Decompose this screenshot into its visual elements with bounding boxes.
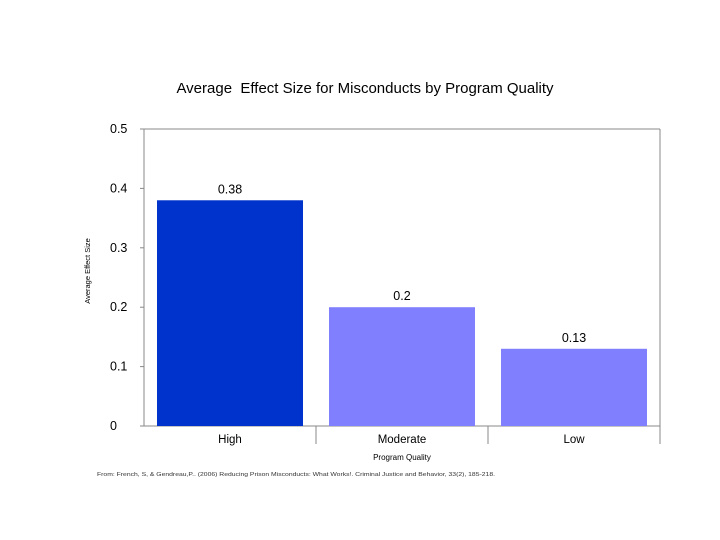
y-tick-label: 0.1 <box>110 360 127 374</box>
x-ticks: High Moderate Low <box>218 426 661 446</box>
data-label: 0.38 <box>218 182 242 196</box>
y-tick-label: 0 <box>110 419 117 433</box>
bar-low <box>501 348 647 426</box>
y-tick-label: 0.5 <box>110 122 127 136</box>
y-tick-label: 0.2 <box>110 300 127 314</box>
source-note: From: French, S, & Gendreau,P.. (2006) R… <box>97 472 495 478</box>
data-label: 0.2 <box>393 289 410 303</box>
bars: 0.38 0.2 0.13 <box>157 182 647 426</box>
bar-high <box>157 200 303 426</box>
y-ticks: 0 0.1 0.2 0.3 0.4 0.5 <box>110 122 144 433</box>
y-tick-label: 0.4 <box>110 181 127 195</box>
x-tick-label: High <box>218 434 242 446</box>
x-axis-title: Program Quality <box>373 453 431 462</box>
x-tick-label: Moderate <box>378 434 427 446</box>
y-tick-label: 0.3 <box>110 241 127 255</box>
bar-moderate <box>329 307 475 426</box>
x-tick-label: Low <box>563 434 585 446</box>
data-label: 0.13 <box>562 331 586 345</box>
chart-title: Average Effect Size for Misconducts by P… <box>176 80 554 97</box>
y-axis-title: Average Effect Size <box>83 238 92 304</box>
